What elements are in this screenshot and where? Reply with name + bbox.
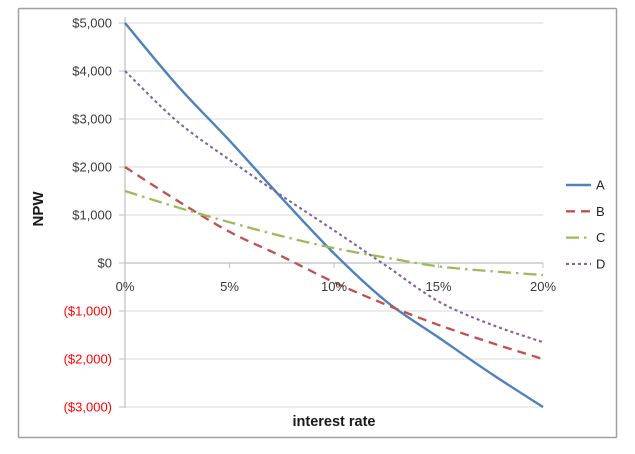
series-line-C bbox=[124, 189, 544, 277]
y-tick-label-3000: $3,000 bbox=[72, 112, 112, 127]
axes bbox=[119, 17, 544, 408]
x-tick-label-0: 0% bbox=[116, 279, 135, 294]
y-tick-label--2000: ($2,000) bbox=[64, 352, 112, 367]
y-tick-label--1000: ($1,000) bbox=[64, 304, 112, 319]
series-line-D bbox=[124, 70, 544, 344]
y-tick-label-4000: $4,000 bbox=[72, 64, 112, 79]
legend-label-D: D bbox=[596, 256, 605, 271]
x-axis-title: interest rate bbox=[292, 414, 375, 430]
y-tick-label-0: $0 bbox=[98, 256, 112, 271]
x-tick-label-10: 10% bbox=[321, 279, 347, 294]
legend-label-B: B bbox=[596, 204, 605, 219]
x-tick-label-5: 5% bbox=[220, 279, 239, 294]
legend-label-A: A bbox=[596, 178, 605, 193]
tick-labels: $5,000 $4,000 $3,000 $2,000 $1,000 $0 ($1,000)… bbox=[64, 16, 557, 415]
series-lines bbox=[124, 22, 544, 409]
y-tick-label-1000: $1,000 bbox=[72, 208, 112, 223]
chart-frame bbox=[17, 7, 618, 439]
legend-label-C: C bbox=[596, 230, 605, 245]
x-tick-label-15: 15% bbox=[425, 279, 451, 294]
x-tick-label-20: 20% bbox=[530, 279, 556, 294]
y-tick-label--3000: ($3,000) bbox=[64, 400, 112, 415]
y-axis-title: NPW bbox=[30, 191, 47, 227]
y-tick-label-2000: $2,000 bbox=[72, 160, 112, 175]
y-tick-label-5000: $5,000 bbox=[72, 16, 112, 31]
series-line-B bbox=[124, 166, 544, 361]
